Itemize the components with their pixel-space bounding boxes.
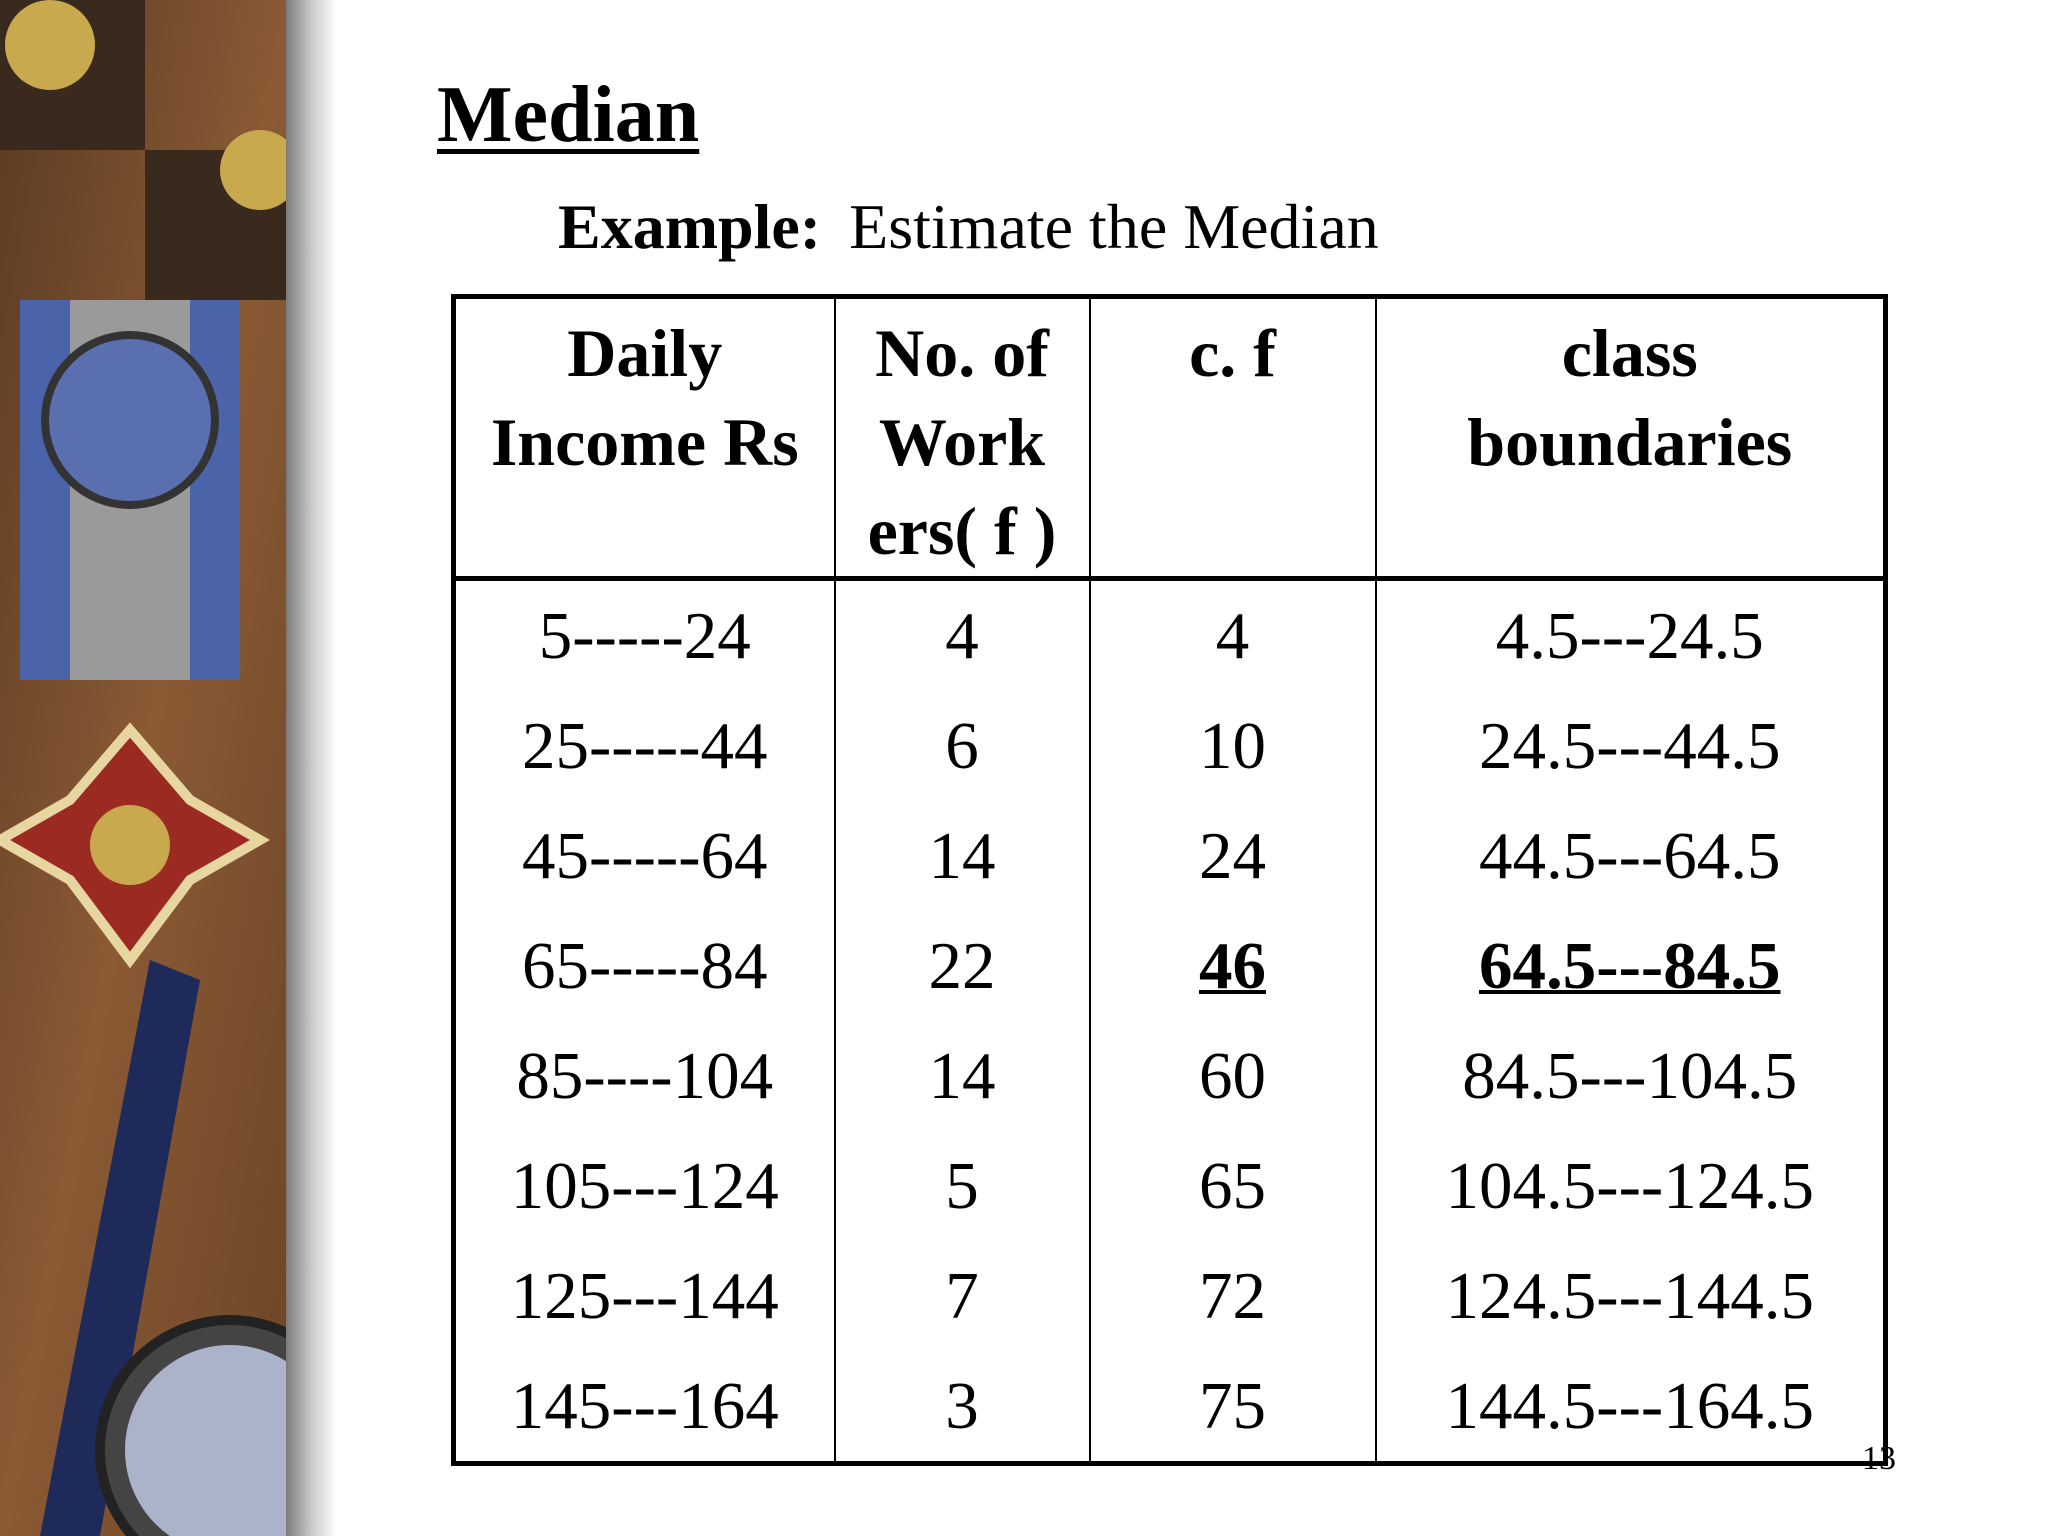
- shadow: [286, 0, 336, 1536]
- example-text: Estimate the Median: [849, 191, 1379, 262]
- table-cell: 3: [833, 1351, 1091, 1464]
- header-line: Income Rs: [490, 404, 799, 480]
- table-cell: 6: [833, 691, 1091, 801]
- header-line: c. f: [1189, 315, 1276, 391]
- cell-text: 124.5---144.5: [1445, 1259, 1814, 1333]
- header-line: ers( f ): [867, 493, 1057, 569]
- cell-text: 4.5---24.5: [1495, 599, 1764, 673]
- cell-text: 25-----44: [521, 709, 768, 783]
- cell-text: 85----104: [516, 1039, 774, 1113]
- table-cell: 125---144: [452, 1241, 836, 1351]
- table-cell: 84.5---104.5: [1374, 1021, 1887, 1131]
- header-cell: No. of Work ers( f ): [833, 296, 1091, 581]
- cell-text: 65-----84: [521, 929, 768, 1003]
- cell-text: 4: [945, 599, 979, 673]
- title: Median: [437, 71, 700, 159]
- table-cell: 24.5---44.5: [1374, 691, 1887, 801]
- table-cell: 5: [833, 1131, 1091, 1241]
- cell-text: 24.5---44.5: [1479, 709, 1781, 783]
- cell-text: 72: [1199, 1259, 1266, 1333]
- table-row: 5-----24 4 4 4.5---24.5: [452, 578, 1887, 691]
- header-line: boundaries: [1467, 404, 1793, 480]
- table: Daily Income Rs No. of Work ers( f ) c. f clas…: [451, 294, 1888, 1466]
- header-line: Daily: [567, 315, 723, 391]
- cell-text: 144.5---164.5: [1445, 1369, 1814, 1443]
- table-row: 45-----64 14 24 44.5---64.5: [452, 801, 1887, 911]
- cell-text: 22: [928, 929, 996, 1003]
- cell-text: 46: [1199, 929, 1266, 1003]
- table-cell: 4: [833, 578, 1091, 691]
- table-cell: 4.5---24.5: [1374, 578, 1887, 691]
- example: Example: Estimate the Median: [558, 190, 1379, 264]
- table-cell: 85----104: [452, 1021, 836, 1131]
- table-cell: 104.5---124.5: [1374, 1131, 1887, 1241]
- example-label: Example:: [558, 191, 822, 262]
- cell-text: 60: [1199, 1039, 1266, 1113]
- cell-text: 5-----24: [538, 599, 751, 673]
- table-cell: 7: [833, 1241, 1091, 1351]
- table-row: 105---124 5 65 104.5---124.5: [452, 1131, 1887, 1241]
- cell-text: 125---144: [510, 1259, 779, 1333]
- table-cell: 75: [1088, 1351, 1377, 1464]
- table-cell: 5-----24: [452, 578, 836, 691]
- table-cell: 4: [1088, 578, 1377, 691]
- cell-text: 75: [1199, 1369, 1266, 1443]
- table-cell: 22: [833, 911, 1091, 1021]
- table-cell: 45-----64: [452, 801, 836, 911]
- table-body: 5-----24 4 4 4.5---24.5 25-----44 6 10 24.5---4…: [452, 578, 1887, 1464]
- header-cell: class boundaries: [1374, 296, 1887, 581]
- cell-text: 14: [928, 819, 996, 893]
- header-line: No. of: [875, 315, 1049, 391]
- cell-text: 65: [1199, 1149, 1266, 1223]
- cell-text: 84.5---104.5: [1462, 1039, 1798, 1113]
- table-cell: 65-----84: [452, 911, 836, 1021]
- decorative-image: [0, 0, 290, 1536]
- table-row: 85----104 14 60 84.5---104.5: [452, 1021, 1887, 1131]
- table-cell: 25-----44: [452, 691, 836, 801]
- cell-text: 104.5---124.5: [1445, 1149, 1814, 1223]
- page-number: 13: [1862, 1440, 1896, 1477]
- header-cell: c. f: [1088, 296, 1377, 581]
- table-cell: 14: [833, 801, 1091, 911]
- header-row: Daily Income Rs No. of Work ers( f ) c. f clas…: [452, 296, 1887, 581]
- table-cell: 60: [1088, 1021, 1377, 1131]
- cell-text: 6: [945, 709, 979, 783]
- cell-text: 145---164: [510, 1369, 779, 1443]
- cell-text: 3: [945, 1369, 979, 1443]
- cell-text: 10: [1199, 709, 1266, 783]
- table-cell: 44.5---64.5: [1374, 801, 1887, 911]
- cell-text: 64.5---84.5: [1479, 929, 1781, 1003]
- cell-text: 44.5---64.5: [1479, 819, 1781, 893]
- table-cell: 46: [1088, 911, 1377, 1021]
- cell-text: 105---124: [510, 1149, 779, 1223]
- table-cell: 24: [1088, 801, 1377, 911]
- cell-text: 7: [945, 1259, 979, 1333]
- table-row: 25-----44 6 10 24.5---44.5: [452, 691, 1887, 801]
- table-cell: 72: [1088, 1241, 1377, 1351]
- header-line: Work: [878, 404, 1046, 480]
- cell-text: 45-----64: [521, 819, 768, 893]
- cell-text: 14: [928, 1039, 996, 1113]
- header-line: class: [1561, 315, 1698, 391]
- table-row: 125---144 7 72 124.5---144.5: [452, 1241, 1887, 1351]
- table-cell: 65: [1088, 1131, 1377, 1241]
- table-cell: 105---124: [452, 1131, 836, 1241]
- table-row: 65-----84 22 46 64.5---84.5: [452, 911, 1887, 1021]
- table-cell: 64.5---84.5: [1374, 911, 1887, 1021]
- table-cell: 10: [1088, 691, 1377, 801]
- table-row: 145---164 3 75 144.5---164.5: [452, 1351, 1887, 1464]
- table-cell: 144.5---164.5: [1374, 1351, 1887, 1464]
- header-cell: Daily Income Rs: [452, 296, 836, 581]
- table-cell: 145---164: [452, 1351, 836, 1464]
- cell-text: 5: [945, 1149, 979, 1223]
- cell-text: 4: [1215, 599, 1250, 673]
- table-cell: 14: [833, 1021, 1091, 1131]
- cell-text: 24: [1199, 819, 1266, 893]
- table-cell: 124.5---144.5: [1374, 1241, 1887, 1351]
